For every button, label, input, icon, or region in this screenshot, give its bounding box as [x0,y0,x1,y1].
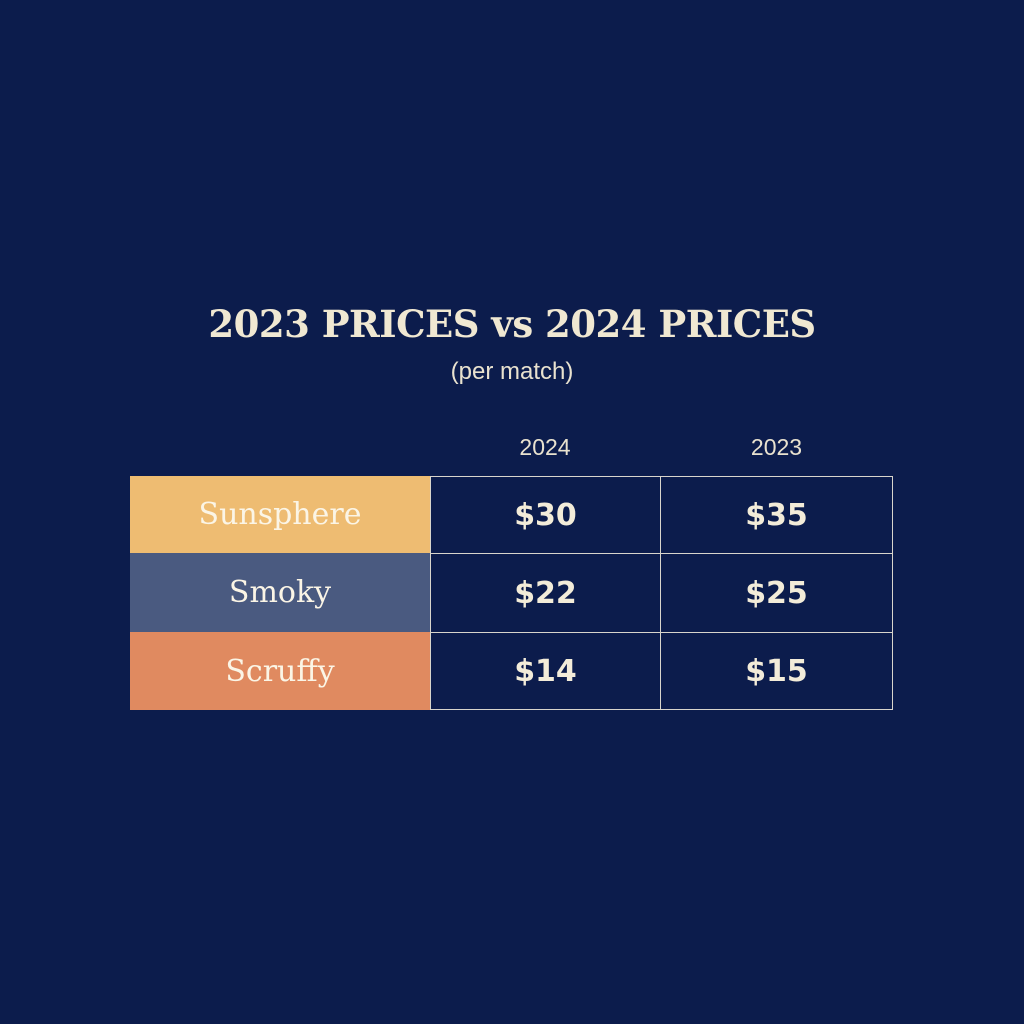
page-title: 2023 PRICES vs 2024 PRICES [208,302,816,346]
row-label-smoky: Smoky [130,553,430,632]
column-header-2024: 2024 [519,434,571,460]
cell-sunsphere-2023: $35 [660,476,893,554]
cell-smoky-2023: $25 [660,553,893,633]
cell-scruffy-2023: $15 [660,632,893,710]
cell-smoky-2024: $22 [430,553,661,633]
cell-sunsphere-2024: $30 [430,476,661,554]
cell-scruffy-2024: $14 [430,632,661,710]
row-label-sunsphere: Sunsphere [130,476,430,553]
row-label-scruffy: Scruffy [130,632,430,710]
page-subtitle: (per match) [450,358,574,385]
column-header-2023: 2023 [750,434,803,460]
